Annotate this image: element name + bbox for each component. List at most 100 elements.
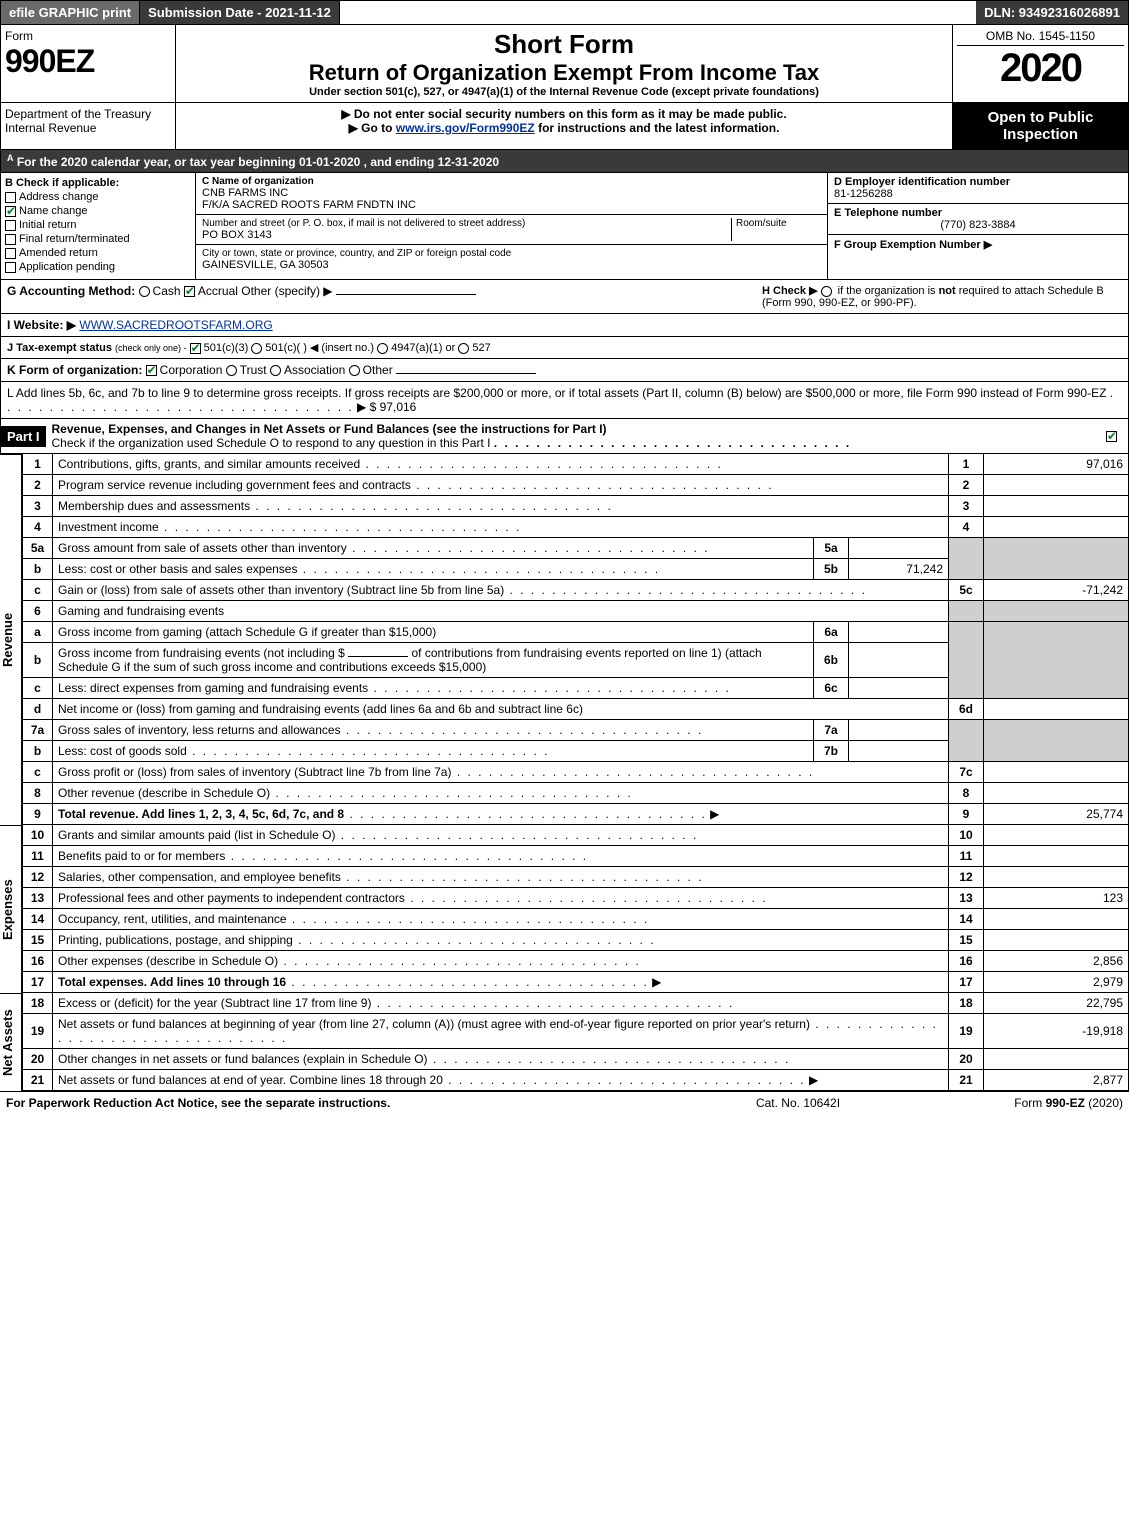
row-j: J Tax-exempt status (check only one) - 5… xyxy=(0,337,1129,359)
checkbox-icon xyxy=(1106,431,1117,442)
expenses-side-label: Expenses xyxy=(0,825,22,993)
phone-cell: E Telephone number (770) 823-3884 xyxy=(828,204,1128,235)
ein-cell: D Employer identification number 81-1256… xyxy=(828,173,1128,204)
form-number-box: Form 990EZ xyxy=(1,25,176,102)
line-7c: cGross profit or (loss) from sales of in… xyxy=(23,762,1129,783)
line-20: 20Other changes in net assets or fund ba… xyxy=(23,1049,1129,1070)
amended-return[interactable]: Amended return xyxy=(5,247,191,259)
goto-pre: ▶ Go to xyxy=(349,121,396,135)
address-change[interactable]: Address change xyxy=(5,191,191,203)
column-c: C Name of organization CNB FARMS INC F/K… xyxy=(196,173,828,279)
line-4: 4Investment income4 xyxy=(23,517,1129,538)
room-suite-label: Room/suite xyxy=(731,218,821,241)
website-label: I Website: ▶ xyxy=(7,318,76,332)
dots xyxy=(494,436,851,450)
radio-icon[interactable] xyxy=(251,343,262,354)
address-change-label: Address change xyxy=(19,191,99,203)
tax-year: 2020 xyxy=(957,46,1124,91)
col-b-title: B Check if applicable: xyxy=(5,177,191,189)
radio-icon[interactable] xyxy=(226,365,237,376)
line-6a: aGross income from gaming (attach Schedu… xyxy=(23,622,1129,643)
checkbox-icon xyxy=(5,220,16,231)
501c3-label: 501(c)(3) xyxy=(204,342,249,354)
calendar-year-text: For the 2020 calendar year, or tax year … xyxy=(17,155,499,169)
irs-link[interactable]: www.irs.gov/Form990EZ xyxy=(396,121,535,135)
pra-notice: For Paperwork Reduction Act Notice, see … xyxy=(6,1096,673,1110)
name-change[interactable]: Name change xyxy=(5,205,191,217)
checkbox-icon xyxy=(5,248,16,259)
application-pending-label: Application pending xyxy=(19,261,115,273)
initial-return[interactable]: Initial return xyxy=(5,219,191,231)
row-h-label: H Check ▶ xyxy=(762,285,818,297)
city-label: City or town, state or province, country… xyxy=(202,248,821,259)
line-14: 14Occupancy, rent, utilities, and mainte… xyxy=(23,909,1129,930)
net-assets-section: Net Assets 18Excess or (deficit) for the… xyxy=(0,993,1129,1091)
form-header: Form 990EZ Short Form Return of Organiza… xyxy=(0,25,1129,103)
initial-return-label: Initial return xyxy=(19,219,76,231)
calendar-year-row: A For the 2020 calendar year, or tax yea… xyxy=(0,150,1129,173)
street-cell: Number and street (or P. O. box, if mail… xyxy=(196,215,827,245)
part-1-check-text: Check if the organization used Schedule … xyxy=(52,436,491,450)
public-notice: ▶ Do not enter social security numbers o… xyxy=(176,103,953,149)
efile-print-button[interactable]: efile GRAPHIC print xyxy=(1,1,140,24)
under-section: Under section 501(c), 527, or 4947(a)(1)… xyxy=(180,86,948,98)
radio-icon[interactable] xyxy=(270,365,281,376)
column-de: D Employer identification number 81-1256… xyxy=(828,173,1128,279)
line-3: 3Membership dues and assessments3 xyxy=(23,496,1129,517)
line-6d: dNet income or (loss) from gaming and fu… xyxy=(23,699,1129,720)
radio-icon[interactable] xyxy=(377,343,388,354)
org-name-cell: C Name of organization CNB FARMS INC F/K… xyxy=(196,173,827,215)
omb-year-box: OMB No. 1545-1150 2020 xyxy=(953,25,1128,102)
line-13: 13Professional fees and other payments t… xyxy=(23,888,1129,909)
expenses-section: Expenses 10Grants and similar amounts pa… xyxy=(0,825,1129,993)
street-label: Number and street (or P. O. box, if mail… xyxy=(202,218,731,229)
submission-date-button[interactable]: Submission Date - 2021-11-12 xyxy=(140,1,340,24)
radio-icon[interactable] xyxy=(458,343,469,354)
other-specify-label: Other (specify) ▶ xyxy=(241,284,332,298)
checkbox-icon[interactable] xyxy=(146,365,157,376)
ein-label: D Employer identification number xyxy=(834,176,1122,188)
row-l-text: L Add lines 5b, 6c, and 7b to line 9 to … xyxy=(7,386,1106,400)
line-11: 11Benefits paid to or for members11 xyxy=(23,846,1129,867)
part-1-checkbox[interactable] xyxy=(1098,429,1128,443)
website-link[interactable]: WWW.SACREDROOTSFARM.ORG xyxy=(79,318,272,332)
revenue-table: 1Contributions, gifts, grants, and simil… xyxy=(22,454,1129,825)
line-12: 12Salaries, other compensation, and empl… xyxy=(23,867,1129,888)
top-bar: efile GRAPHIC print Submission Date - 20… xyxy=(0,0,1129,25)
part-1-title: Revenue, Expenses, and Changes in Net As… xyxy=(46,419,1098,453)
tax-exempt-label: J Tax-exempt status xyxy=(7,342,112,354)
row-i: I Website: ▶ WWW.SACREDROOTSFARM.ORG xyxy=(0,314,1129,337)
application-pending[interactable]: Application pending xyxy=(5,261,191,273)
row-k: K Form of organization: Corporation Trus… xyxy=(0,359,1129,382)
omb-number: OMB No. 1545-1150 xyxy=(957,29,1124,46)
radio-icon[interactable] xyxy=(349,365,360,376)
org-name-1: CNB FARMS INC xyxy=(202,187,821,199)
cat-number: Cat. No. 10642I xyxy=(673,1096,923,1110)
name-change-label: Name change xyxy=(19,205,88,217)
checkbox-icon xyxy=(5,234,16,245)
trust-label: Trust xyxy=(240,363,267,377)
ein-value: 81-1256288 xyxy=(834,188,1122,200)
checkbox-icon xyxy=(5,262,16,273)
association-label: Association xyxy=(284,363,345,377)
checkbox-icon[interactable] xyxy=(184,286,195,297)
org-name-2: F/K/A SACRED ROOTS FARM FNDTN INC xyxy=(202,199,821,211)
line-21: 21Net assets or fund balances at end of … xyxy=(23,1070,1129,1091)
goto-post: for instructions and the latest informat… xyxy=(538,121,779,135)
row-g-h: G Accounting Method: Cash Accrual Other … xyxy=(0,280,1129,314)
phone-label: E Telephone number xyxy=(834,207,1122,219)
city-cell: City or town, state or province, country… xyxy=(196,245,827,274)
column-b: B Check if applicable: Address change Na… xyxy=(1,173,196,279)
goto-line: ▶ Go to www.irs.gov/Form990EZ for instru… xyxy=(180,121,948,135)
radio-icon[interactable] xyxy=(139,286,150,297)
other-org-label: Other xyxy=(363,363,393,377)
final-return[interactable]: Final return/terminated xyxy=(5,233,191,245)
checkbox-icon[interactable] xyxy=(190,343,201,354)
group-exemption-cell: F Group Exemption Number ▶ xyxy=(828,235,1128,254)
info-grid: B Check if applicable: Address change Na… xyxy=(0,173,1129,280)
city-value: GAINESVILLE, GA 30503 xyxy=(202,259,821,271)
radio-icon[interactable] xyxy=(821,286,832,297)
net-assets-table: 18Excess or (deficit) for the year (Subt… xyxy=(22,993,1129,1091)
open-to-public: Open to Public Inspection xyxy=(953,103,1128,149)
revenue-side-label: Revenue xyxy=(0,454,22,825)
